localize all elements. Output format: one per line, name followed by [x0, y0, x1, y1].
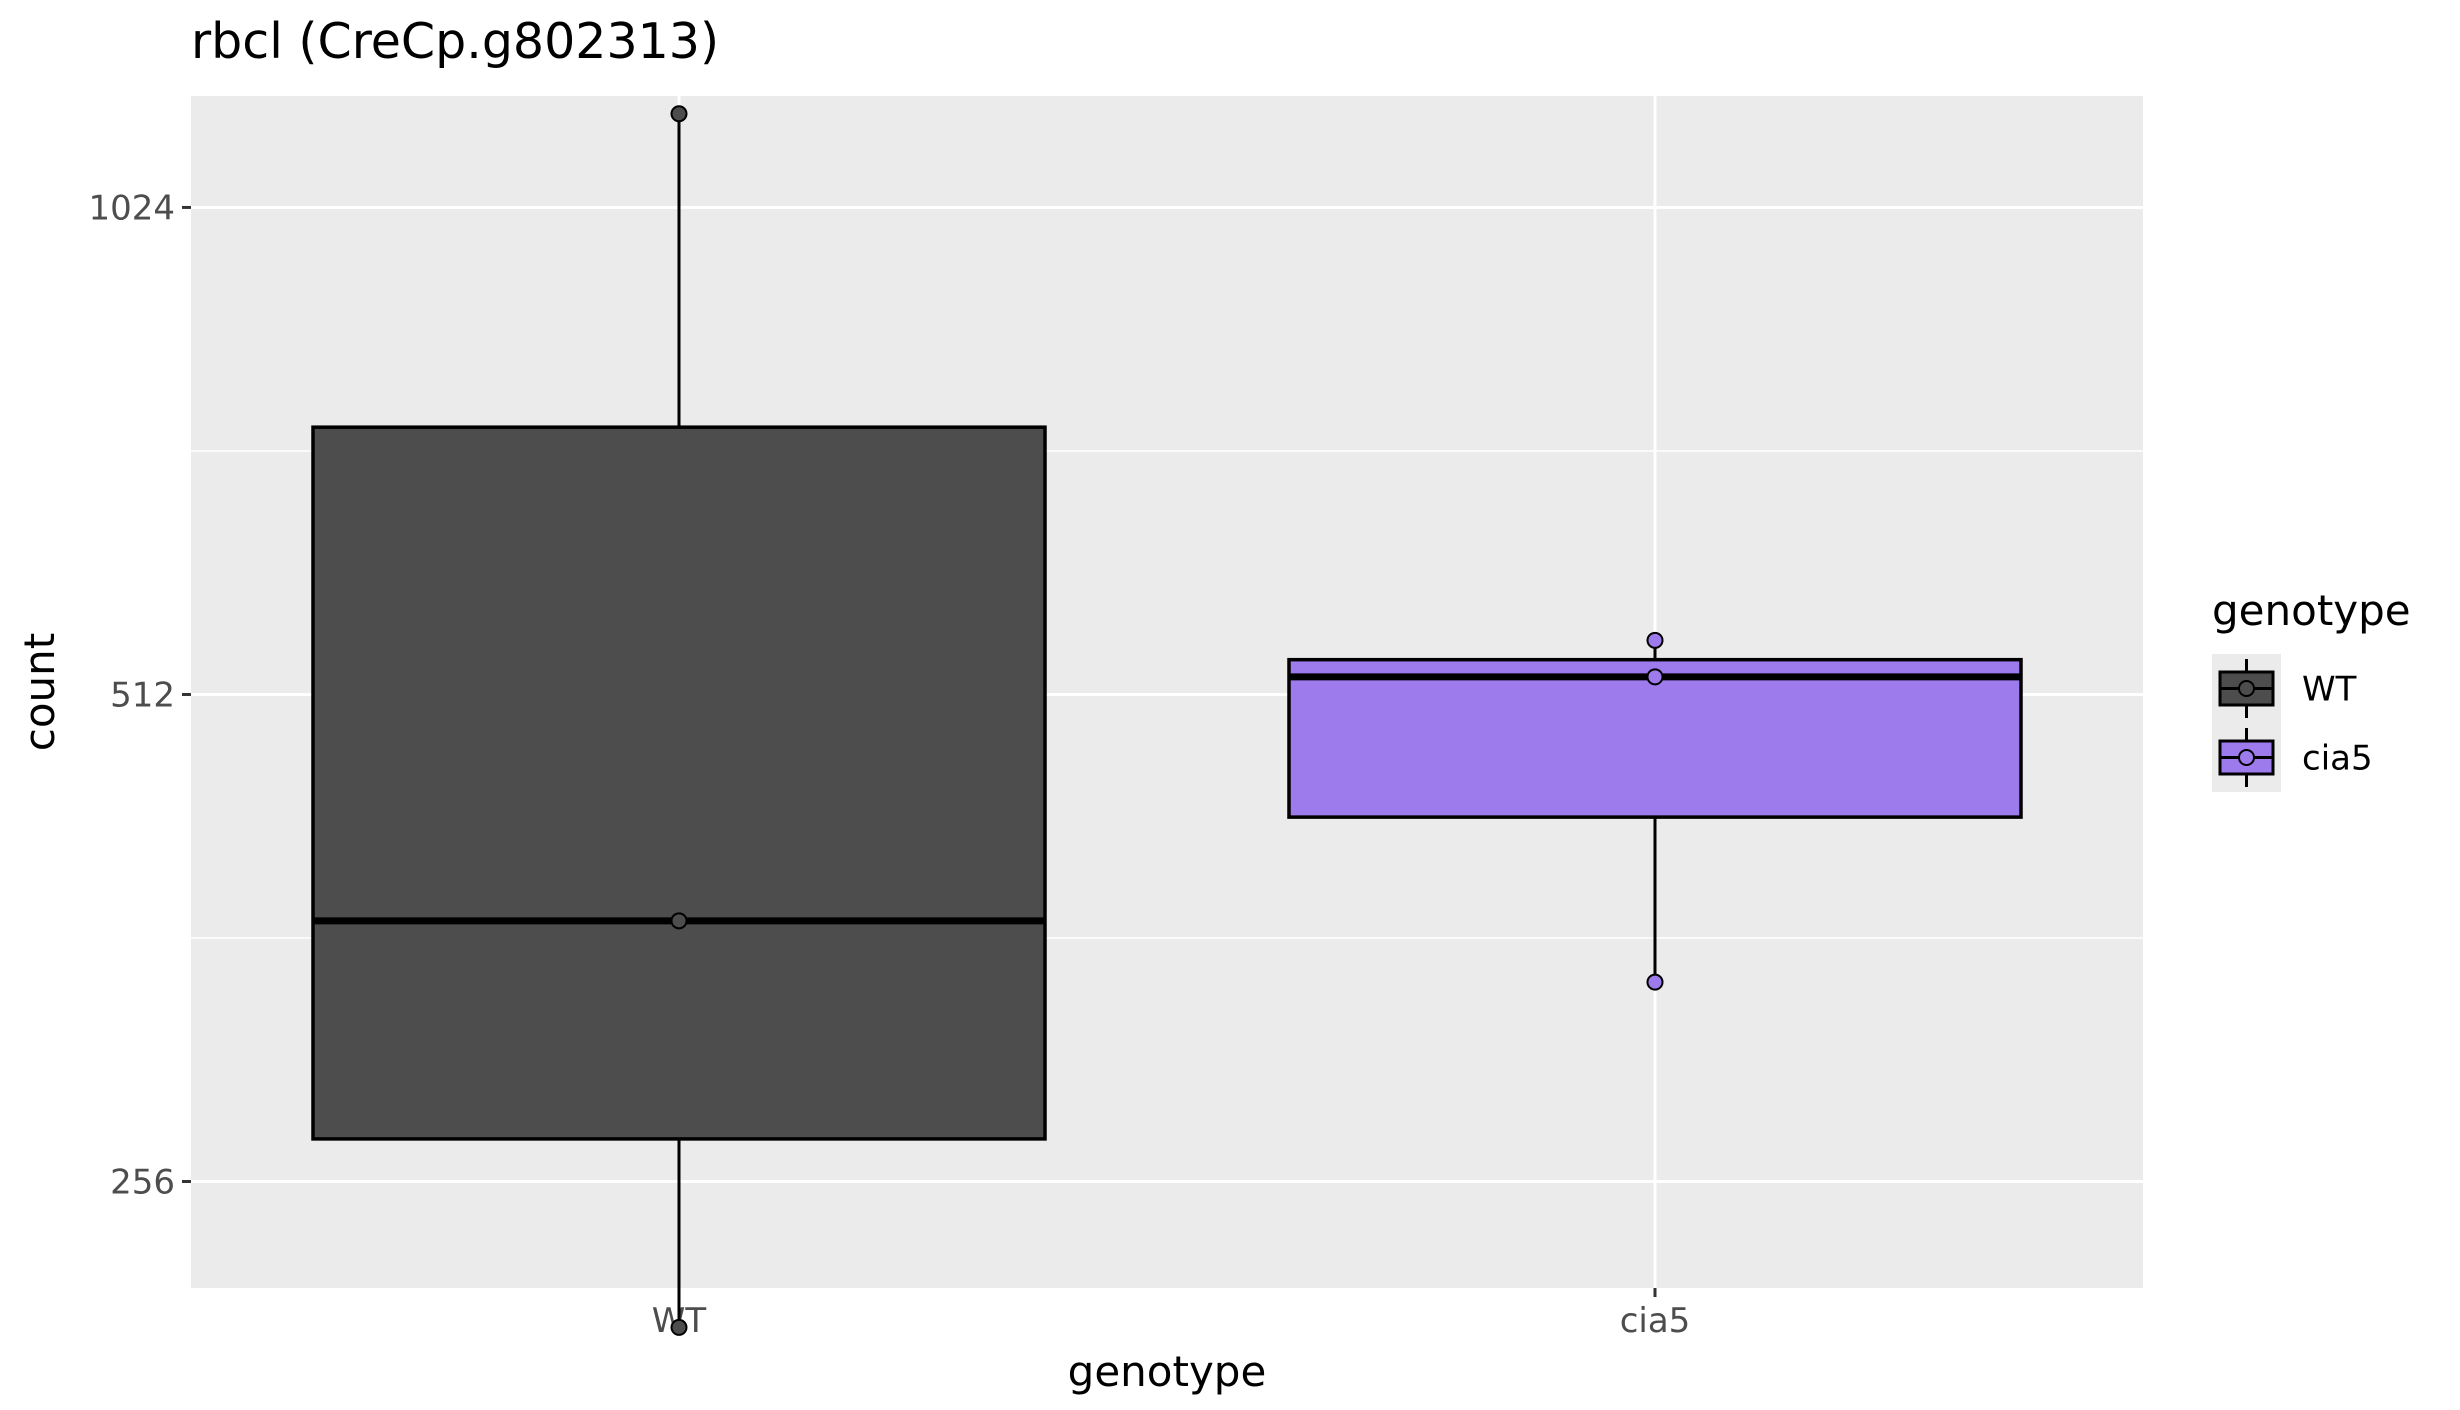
data-point — [1646, 668, 1664, 686]
x-tick-label: cia5 — [1620, 1301, 1691, 1341]
y-axis-ticks: 256 512 1024 — [88, 188, 191, 1203]
box-iqr — [1287, 657, 2023, 819]
y-axis-title: count — [15, 633, 64, 752]
y-tick-label: 1024 — [88, 188, 175, 228]
chart-title: rbcl (CreCp.g802313) — [191, 13, 719, 70]
data-point — [1646, 631, 1664, 649]
legend: genotype WT cia5 — [2212, 586, 2411, 792]
box-WT — [311, 105, 1047, 1336]
legend-label: WT — [2302, 670, 2357, 710]
data-point — [1646, 973, 1664, 991]
legend-title: genotype — [2212, 586, 2411, 635]
data-point — [670, 912, 688, 930]
box-cia5 — [1287, 631, 2023, 991]
legend-key-point — [2238, 749, 2255, 766]
legend-key-cia5: cia5 — [2212, 723, 2373, 792]
x-axis-title: genotype — [1068, 1347, 1267, 1396]
legend-key-WT: WT — [2212, 654, 2357, 723]
data-point — [670, 1318, 688, 1336]
legend-keys: WT cia5 — [2212, 654, 2373, 792]
legend-key-point — [2238, 680, 2255, 697]
y-tick-label: 256 — [110, 1163, 175, 1203]
legend-label: cia5 — [2302, 739, 2373, 779]
data-point — [670, 105, 688, 123]
boxplots — [311, 105, 2023, 1336]
box-iqr — [311, 425, 1047, 1141]
y-tick-label: 512 — [110, 675, 175, 715]
